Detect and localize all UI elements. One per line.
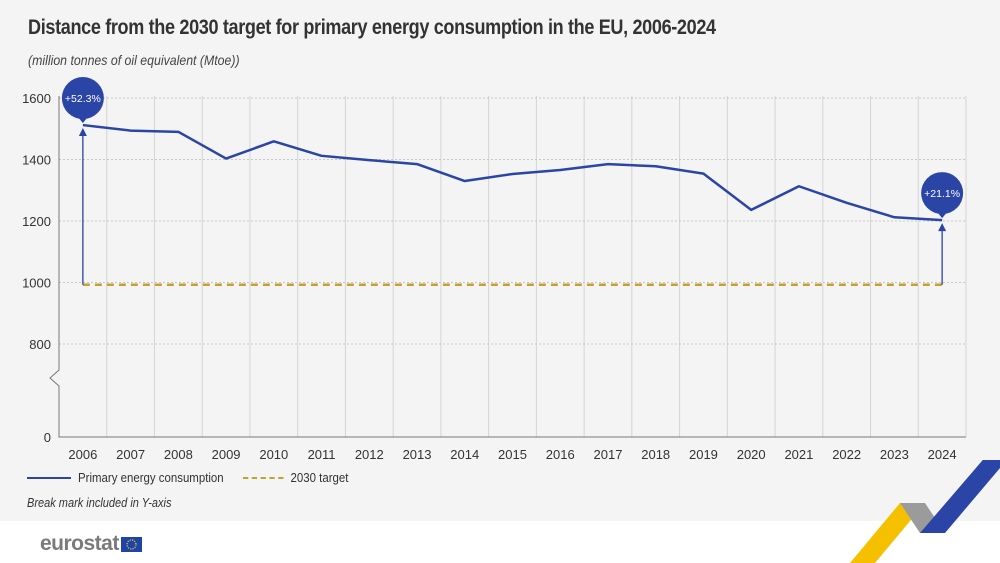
legend-label: 2030 target: [290, 470, 349, 485]
x-tick-label: 2012: [355, 447, 384, 462]
legend-solid-line-icon: [27, 476, 71, 479]
x-tick-label: 2024: [928, 447, 957, 462]
y-tick-label: 0: [44, 430, 51, 445]
x-tick-label: 2019: [689, 447, 718, 462]
annotation-bubble: [921, 172, 964, 215]
x-tick-label: 2015: [498, 447, 527, 462]
x-tick-label: 2007: [116, 447, 145, 462]
arrow-head-icon: [78, 128, 87, 137]
x-tick-label: 2006: [68, 447, 97, 462]
footnote: Break mark included in Y-axis: [27, 496, 172, 510]
x-tick-label: 2023: [880, 447, 909, 462]
axis-with-break-mark: [49, 96, 966, 438]
y-tick-label: 1600: [22, 91, 51, 106]
x-tick-label: 2020: [737, 447, 766, 462]
chart-panel: [0, 0, 1000, 521]
arrow-head-icon: [938, 223, 947, 232]
y-tick-label: 1400: [22, 153, 51, 168]
annotation-label: +52.3%: [65, 93, 101, 105]
x-tick-label: 2010: [259, 447, 288, 462]
logo-text: eurostat: [40, 532, 119, 555]
legend-dashed-line-icon: [243, 476, 284, 479]
x-tick-label: 2009: [212, 447, 241, 462]
x-tick-label: 2017: [594, 447, 623, 462]
y-tick-label: 1000: [22, 276, 51, 291]
x-tick-label: 2008: [164, 447, 193, 462]
annotation-label: +21.1%: [924, 188, 960, 200]
series-line-primary-energy-consumption: [82, 123, 943, 222]
legend-label: Primary energy consumption: [78, 470, 224, 485]
x-tick-label: 2016: [546, 447, 575, 462]
eurostat-logo: eurostat: [40, 532, 142, 556]
annotation-bubble: [61, 77, 104, 120]
line-chart: 0 800 1000 1200 1400 1600 2006 2007 2008 2009 2010…: [22, 77, 967, 462]
decorative-stripes-icon: [850, 460, 1000, 563]
x-tick-label: 2018: [641, 447, 670, 462]
x-tick-label: 2021: [784, 447, 813, 462]
chart-subtitle: (million tonnes of oil equivalent (Mtoe)…: [28, 52, 240, 68]
eu-flag-icon: [120, 536, 142, 552]
legend-item-consumption: Primary energy consumption: [27, 470, 224, 485]
chart-title: Distance from the 2030 target for primar…: [28, 16, 716, 39]
annotation-bubble-pointer: [77, 117, 88, 124]
x-tick-label: 2013: [403, 447, 432, 462]
annotation-bubble-pointer: [937, 212, 948, 219]
x-tick-label: 2022: [832, 447, 861, 462]
legend-item-target: 2030 target: [243, 470, 348, 485]
y-tick-label: 800: [29, 337, 51, 352]
x-tick-label: 2014: [450, 447, 479, 462]
x-tick-label: 2011: [308, 447, 336, 462]
y-tick-label: 1200: [22, 214, 51, 229]
